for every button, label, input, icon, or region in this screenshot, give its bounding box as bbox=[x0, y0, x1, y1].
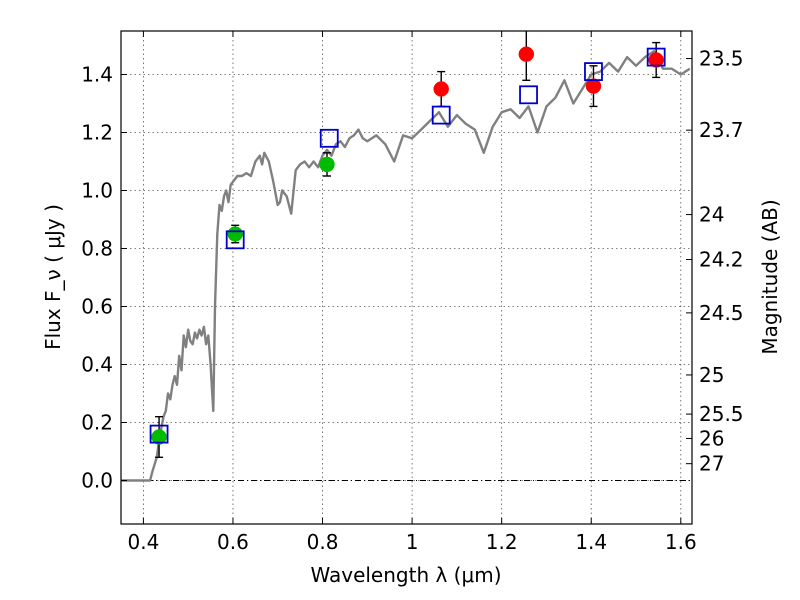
y-tick-label: 1.0 bbox=[81, 179, 113, 203]
model-photometry-point bbox=[584, 62, 603, 81]
model-photometry-point bbox=[319, 128, 339, 148]
plot-frame bbox=[120, 30, 693, 525]
y-tick-label: 0.8 bbox=[81, 237, 113, 261]
model-photometry-point bbox=[646, 47, 666, 67]
model-photometry-point bbox=[225, 230, 245, 250]
x-tick-label: 1.2 bbox=[486, 530, 518, 554]
data-point bbox=[648, 52, 664, 68]
data-point bbox=[433, 81, 449, 97]
model-photometry-point bbox=[519, 85, 538, 105]
data-point bbox=[319, 156, 335, 173]
data-point bbox=[585, 78, 602, 94]
model-photometry-point bbox=[149, 424, 169, 444]
right-tick-label: 23.7 bbox=[699, 118, 744, 142]
data-layer bbox=[121, 31, 691, 482]
model-spectrum-line bbox=[121, 50, 691, 482]
x-axis-label: Wavelength λ (μm) bbox=[310, 563, 501, 587]
right-tick-label: 24.2 bbox=[699, 248, 744, 272]
right-tick-label: 27 bbox=[699, 452, 724, 476]
right-tick-label: 23.5 bbox=[699, 47, 744, 71]
x-tick-label: 0.4 bbox=[127, 530, 159, 554]
data-point bbox=[151, 429, 167, 445]
data-point bbox=[227, 226, 243, 242]
x-tick-label: 0.6 bbox=[217, 530, 249, 554]
y-tick-label: 0.0 bbox=[81, 469, 113, 493]
y-tick-label: 1.4 bbox=[81, 63, 113, 87]
data-point bbox=[518, 46, 535, 62]
model-photometry-point bbox=[431, 105, 451, 125]
y-tick-label: 0.4 bbox=[81, 353, 113, 377]
x-tick-label: 0.8 bbox=[307, 530, 339, 554]
right-tick-label: 24 bbox=[699, 203, 724, 227]
right-tick-label: 25.5 bbox=[699, 402, 744, 426]
x-tick-label: 1.4 bbox=[575, 530, 607, 554]
x-tick-label: 1 bbox=[406, 530, 419, 554]
y-tick-label: 0.2 bbox=[81, 411, 113, 435]
y-tick-label: 0.6 bbox=[81, 295, 113, 319]
right-tick-label: 25 bbox=[699, 363, 724, 387]
x-tick-label: 1.6 bbox=[665, 530, 697, 554]
axis-ticks: 0.4 0.6 0.8 1 1.2 1.4 1.6 0.0 0.2 0.4 0.6 0.8 1.0 1.2… bbox=[81, 31, 744, 554]
plot-area bbox=[121, 31, 691, 482]
right-tick-label: 24.5 bbox=[699, 301, 744, 325]
right-tick-label: 26 bbox=[699, 426, 724, 450]
y-axis-label: Flux F_ν ( μJy ) bbox=[41, 204, 65, 350]
y-tick-label: 1.2 bbox=[81, 121, 113, 145]
right-axis-label: Magnitude (AB) bbox=[758, 199, 782, 354]
